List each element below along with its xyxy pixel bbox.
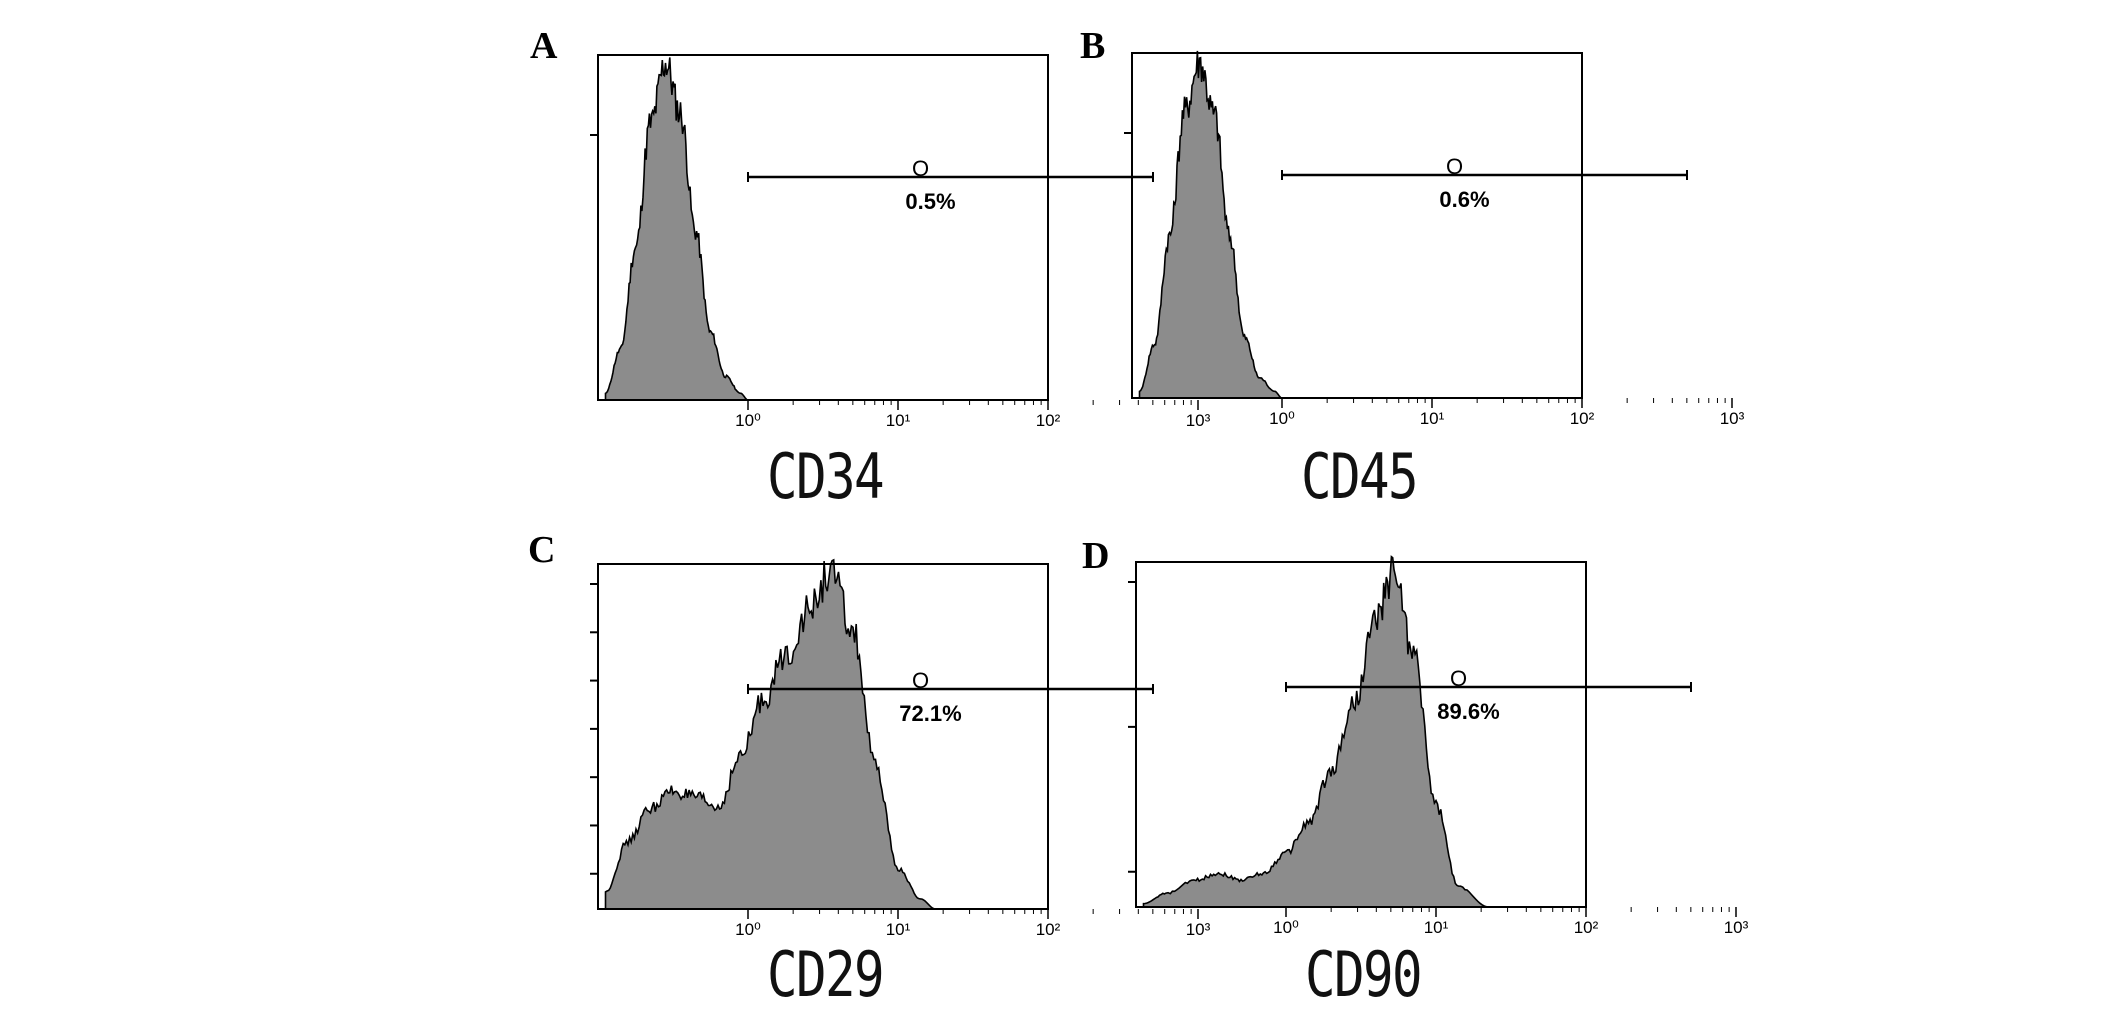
plot-frame (1131, 52, 1583, 399)
gate-marker: O (1450, 666, 1467, 691)
histogram-area (1142, 555, 1489, 908)
gate-percentage-label: 0.6% (1439, 187, 1489, 212)
panel-letter: A (530, 25, 558, 67)
x-tick-label: 10³ (1724, 918, 1749, 937)
x-axis-label: CD29 (767, 938, 885, 1011)
gate-marker: O (912, 668, 929, 693)
gate-percentage-label: 0.5% (905, 189, 955, 214)
histogram-plot: 10⁰ 10¹ 10² 10³ O 89.6% (1128, 555, 1749, 937)
x-tick-label: 10² (1036, 411, 1061, 430)
histogram-area (604, 57, 749, 401)
x-axis-label: CD90 (1305, 938, 1423, 1011)
x-tick-label: 10⁰ (1269, 409, 1295, 428)
histogram-plot: 10⁰ 10¹ 10² 10³ O 0.6% (1124, 50, 1745, 428)
histogram-area (604, 558, 936, 910)
panel-letter: B (1080, 25, 1106, 67)
x-tick-label: 10¹ (1420, 409, 1445, 428)
histogram-area (1138, 50, 1283, 399)
x-tick-label: 10⁰ (1273, 918, 1299, 937)
plot-frame (597, 563, 1049, 910)
x-axis-label: CD45 (1301, 440, 1419, 513)
gate-percentage-label: 89.6% (1437, 699, 1499, 724)
x-tick-label: 10¹ (886, 920, 911, 939)
x-tick-label: 10³ (1186, 411, 1211, 430)
panel-letter: C (528, 529, 556, 571)
x-axis-label: CD34 (767, 440, 885, 513)
gate-marker: O (1446, 154, 1463, 179)
x-tick-label: 10⁰ (735, 411, 761, 430)
x-tick-label: 10³ (1186, 920, 1211, 939)
x-tick-label: 10³ (1720, 409, 1745, 428)
gate-marker: O (912, 156, 929, 181)
x-tick-label: 10² (1036, 920, 1061, 939)
x-tick-label: 10¹ (1424, 918, 1449, 937)
x-tick-label: 10² (1574, 918, 1599, 937)
x-tick-label: 10² (1570, 409, 1595, 428)
histogram-plot: 10⁰ 10¹ 10² 10³ O 72.1% (590, 558, 1211, 939)
histogram-plot: 10⁰ 10¹ 10² 10³ O 0.5% (590, 54, 1211, 430)
panel-letter: D (1082, 535, 1110, 577)
plot-frame (597, 54, 1049, 401)
plot-frame (1135, 561, 1587, 908)
x-tick-label: 10¹ (886, 411, 911, 430)
x-tick-label: 10⁰ (735, 920, 761, 939)
gate-percentage-label: 72.1% (899, 701, 961, 726)
